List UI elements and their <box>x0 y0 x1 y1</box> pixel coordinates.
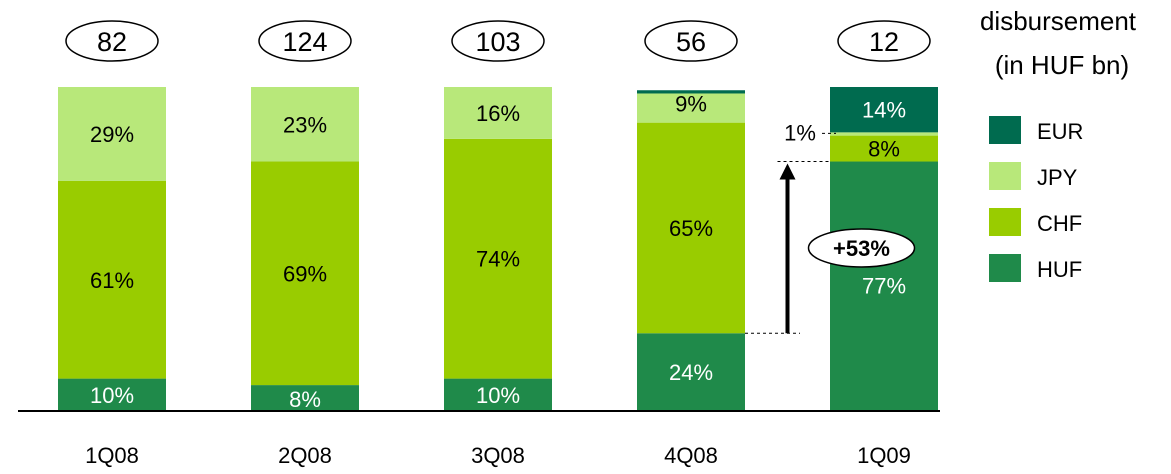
total-oval-1q08 <box>65 20 159 62</box>
bar-chf-3q08 <box>444 138 552 379</box>
bar-chf-2q08 <box>251 161 359 386</box>
value-label-huf-4q08: 24% <box>669 360 713 385</box>
value-label-chf-4q08: 65% <box>669 216 713 241</box>
bar-jpy-1q09 <box>830 132 938 136</box>
growth-annotation: +53% <box>745 161 916 334</box>
value-label-chf-3q08: 74% <box>476 247 520 272</box>
bar-jpy-2q08 <box>251 87 359 162</box>
value-label-huf-1q09: 77% <box>862 274 906 299</box>
value-label-jpy-2q08: 23% <box>283 112 327 137</box>
bar-huf-2q08 <box>251 385 359 411</box>
total-value-3q08: 103 <box>475 27 520 57</box>
annotation-text: +53% <box>833 236 890 261</box>
total-value-1q09: 12 <box>869 27 899 57</box>
bar-jpy-3q08 <box>444 87 552 139</box>
total-oval-1q09 <box>837 20 931 62</box>
x-tick-4q08: 4Q08 <box>664 443 718 468</box>
legend-label-chf: CHF <box>1037 211 1082 236</box>
total-value-4q08: 56 <box>676 27 706 57</box>
annotation-arrow-head <box>779 163 796 180</box>
total-ovals: 82 124 103 56 12 <box>65 20 931 62</box>
bar-huf-1q08 <box>58 378 166 411</box>
value-label-jpy-3q08: 16% <box>476 101 520 126</box>
total-value-1q08: 82 <box>97 27 127 57</box>
total-oval-4q08 <box>644 20 738 62</box>
value-label-huf-1q08: 10% <box>90 383 134 408</box>
bar-jpy-4q08 <box>637 93 745 123</box>
legend-swatch-huf <box>989 254 1021 282</box>
value-label-jpy-1q09: 1% <box>784 120 816 145</box>
value-label-eur-1q09: 14% <box>862 98 906 123</box>
value-label-jpy-1q08: 29% <box>90 122 134 147</box>
bar-chf-1q09 <box>830 135 938 162</box>
total-value-2q08: 124 <box>282 27 327 57</box>
labels-layer: 10% 61% 29% 8% 69% 23% 10% 74% 16% 24% 65% 9% 77% 8% 1… <box>90 91 906 412</box>
bar-huf-1q09 <box>830 161 938 411</box>
legend-label-eur: EUR <box>1037 119 1083 144</box>
bars-layer <box>58 87 938 411</box>
value-label-chf-1q08: 61% <box>90 268 134 293</box>
value-label-huf-2q08: 8% <box>289 387 321 412</box>
totals-title: disbursement (in HUF bn) <box>980 6 1137 80</box>
value-label-huf-3q08: 10% <box>476 383 520 408</box>
annotation-oval <box>807 228 916 268</box>
legend: disbursement (in HUF bn) EUR JPY CHF HUF <box>980 6 1137 282</box>
value-label-chf-1q09: 8% <box>868 137 900 162</box>
bar-eur-1q09 <box>830 87 938 133</box>
x-tick-3q08: 3Q08 <box>471 443 525 468</box>
x-tick-1q08: 1Q08 <box>85 443 139 468</box>
legend-swatch-eur <box>989 116 1021 144</box>
bar-jpy-1q08 <box>58 87 166 181</box>
bar-huf-4q08 <box>637 333 745 411</box>
x-tick-2q08: 2Q08 <box>278 443 332 468</box>
totals-title-line-1: disbursement <box>980 6 1137 36</box>
legend-label-huf: HUF <box>1037 257 1082 282</box>
bar-eur-4q08 <box>637 90 745 94</box>
bar-chf-4q08 <box>637 122 745 334</box>
bar-huf-3q08 <box>444 378 552 411</box>
legend-label-jpy: JPY <box>1037 165 1078 190</box>
totals-title-line-2: (in HUF bn) <box>995 50 1129 80</box>
total-oval-3q08 <box>451 20 545 62</box>
value-label-chf-2q08: 69% <box>283 261 327 286</box>
legend-swatch-jpy <box>989 162 1021 190</box>
x-tick-1q09: 1Q09 <box>857 443 911 468</box>
x-tick-labels: 1Q08 2Q08 3Q08 4Q08 1Q09 <box>85 443 911 468</box>
legend-swatch-chf <box>989 208 1021 236</box>
bar-chf-1q08 <box>58 180 166 379</box>
total-oval-2q08 <box>258 20 352 62</box>
value-label-jpy-4q08: 9% <box>675 91 707 116</box>
